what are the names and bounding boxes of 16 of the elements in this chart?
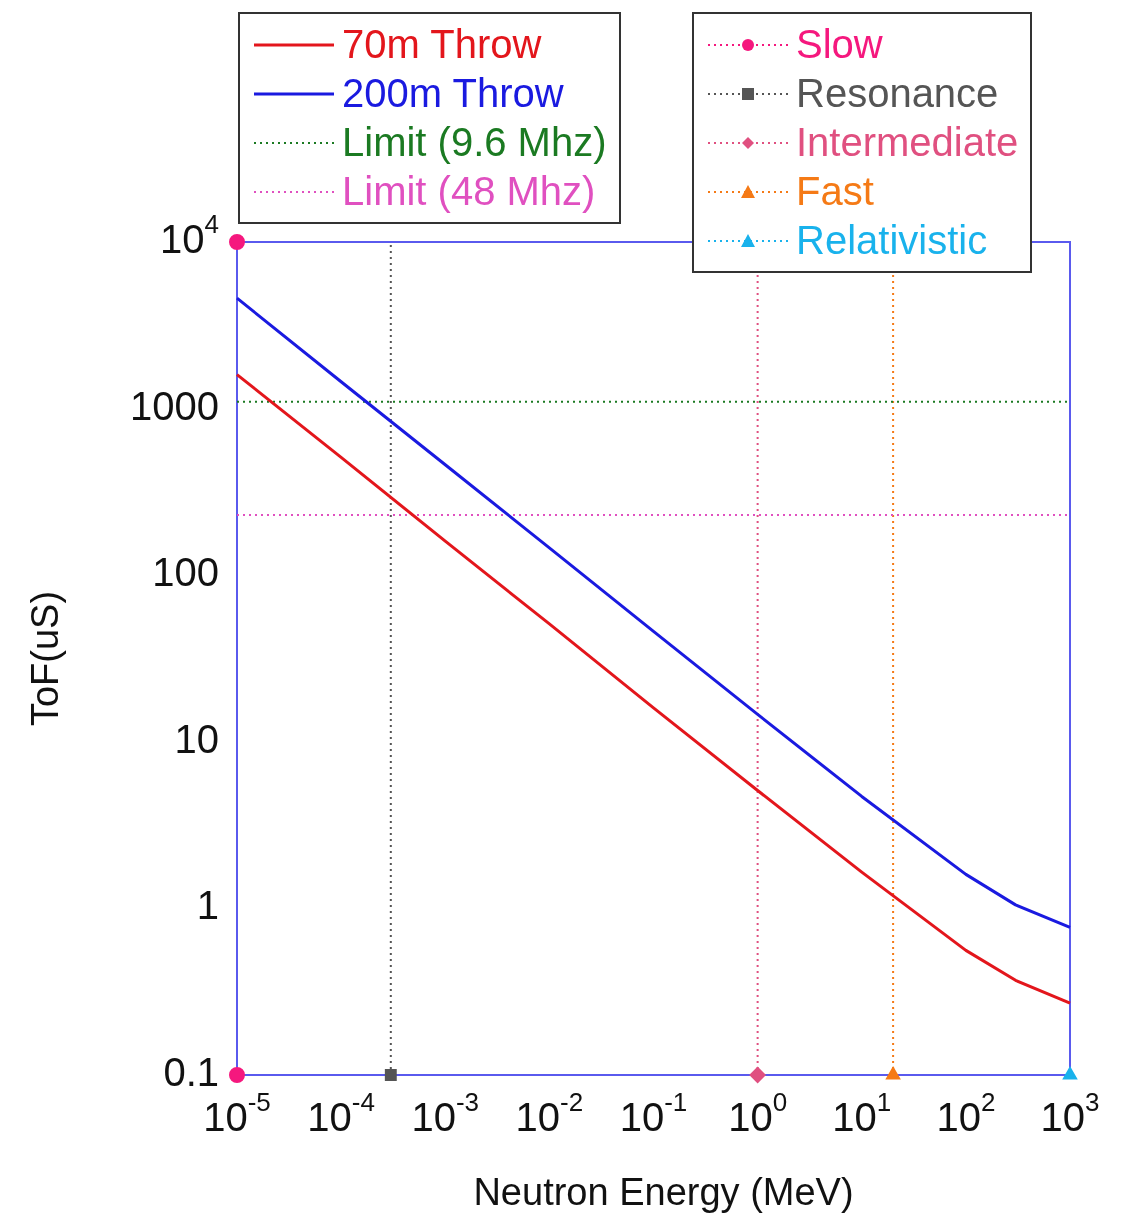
y-tick-label: 1: [196, 883, 219, 928]
legend-label: Limit (48 Mhz): [342, 168, 596, 215]
legend-label: 200m Throw: [342, 70, 564, 117]
y-tick-label: 10: [174, 716, 220, 761]
legend-label: Slow: [796, 21, 883, 68]
x-axis-title: Neutron Energy (MeV): [473, 1171, 854, 1214]
legend-label: Resonance: [796, 70, 999, 117]
legend-label: Limit (9.6 Mhz): [342, 119, 607, 166]
y-tick-label: 1000: [130, 383, 219, 428]
y-axis-title: ToF(uS): [24, 590, 67, 727]
y-tick-label: 100: [152, 550, 220, 595]
legend-label: 70m Throw: [342, 21, 542, 68]
legend-label: Fast: [796, 168, 874, 215]
y-tick-label: 0.1: [163, 1050, 219, 1095]
legend-label: Relativistic: [796, 217, 988, 264]
legend-label: Intermediate: [796, 119, 1019, 166]
